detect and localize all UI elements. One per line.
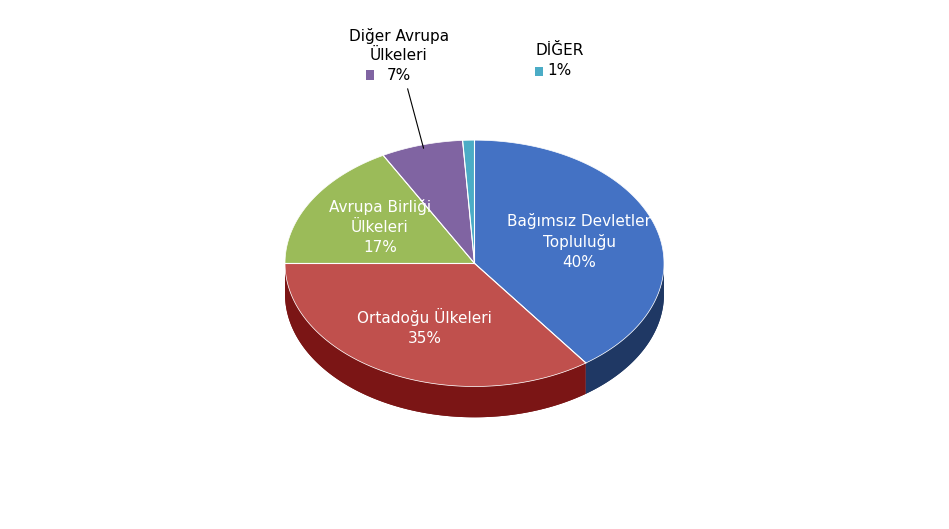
- Polygon shape: [285, 263, 586, 417]
- Text: Bağımsız Devletler
Topluluğu
40%: Bağımsız Devletler Topluluğu 40%: [507, 213, 651, 270]
- Polygon shape: [462, 140, 474, 263]
- Text: Avrupa Birliği
Ülkeleri
17%: Avrupa Birliği Ülkeleri 17%: [329, 199, 431, 255]
- Polygon shape: [285, 263, 586, 387]
- Text: Diğer Avrupa
Ülkeleri
7%: Diğer Avrupa Ülkeleri 7%: [348, 28, 449, 148]
- Text: Ortadoğu Ülkeleri
35%: Ortadoğu Ülkeleri 35%: [357, 308, 492, 346]
- Polygon shape: [285, 156, 474, 263]
- Polygon shape: [474, 263, 664, 394]
- Polygon shape: [586, 264, 664, 394]
- FancyBboxPatch shape: [535, 67, 543, 76]
- Polygon shape: [285, 263, 586, 417]
- Polygon shape: [383, 140, 474, 263]
- FancyBboxPatch shape: [366, 70, 374, 79]
- Text: DİĞER
1%: DİĞER 1%: [535, 43, 584, 78]
- Polygon shape: [474, 140, 664, 363]
